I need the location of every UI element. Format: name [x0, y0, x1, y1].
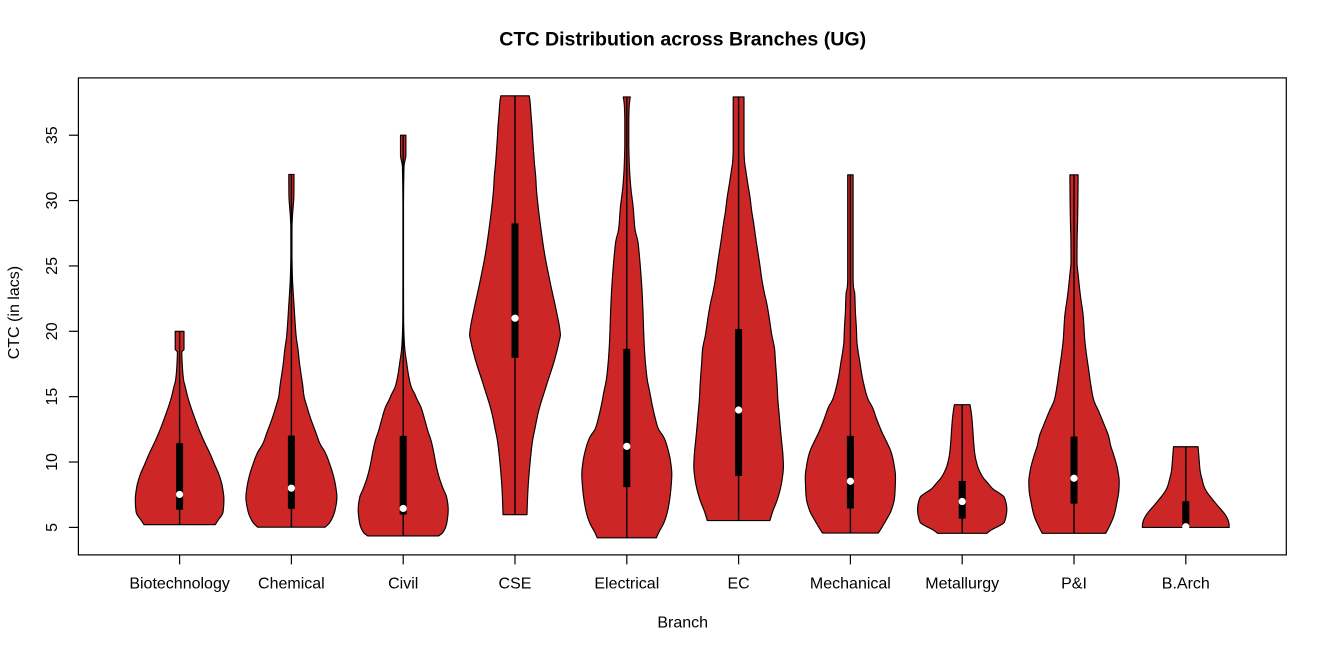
svg-text:Mechanical: Mechanical: [810, 576, 891, 593]
svg-text:Metallurgy: Metallurgy: [925, 576, 999, 593]
svg-text:CTC (in lacs): CTC (in lacs): [6, 266, 23, 359]
svg-text:10: 10: [44, 453, 61, 471]
svg-text:5: 5: [44, 523, 61, 532]
svg-text:30: 30: [44, 192, 61, 210]
svg-text:35: 35: [44, 126, 61, 144]
svg-text:Biotechnology: Biotechnology: [129, 576, 230, 593]
svg-text:B.Arch: B.Arch: [1162, 576, 1210, 593]
svg-text:20: 20: [44, 322, 61, 340]
svg-text:CSE: CSE: [499, 576, 532, 593]
svg-text:Branch: Branch: [657, 615, 708, 632]
svg-text:P&I: P&I: [1061, 576, 1087, 593]
svg-text:Electrical: Electrical: [594, 576, 659, 593]
svg-text:Civil: Civil: [388, 576, 418, 593]
svg-text:25: 25: [44, 257, 61, 275]
svg-text:CTC Distribution across Branch: CTC Distribution across Branches (UG): [499, 28, 866, 50]
svg-text:Chemical: Chemical: [258, 576, 325, 593]
svg-text:15: 15: [44, 388, 61, 406]
svg-text:EC: EC: [727, 576, 749, 593]
